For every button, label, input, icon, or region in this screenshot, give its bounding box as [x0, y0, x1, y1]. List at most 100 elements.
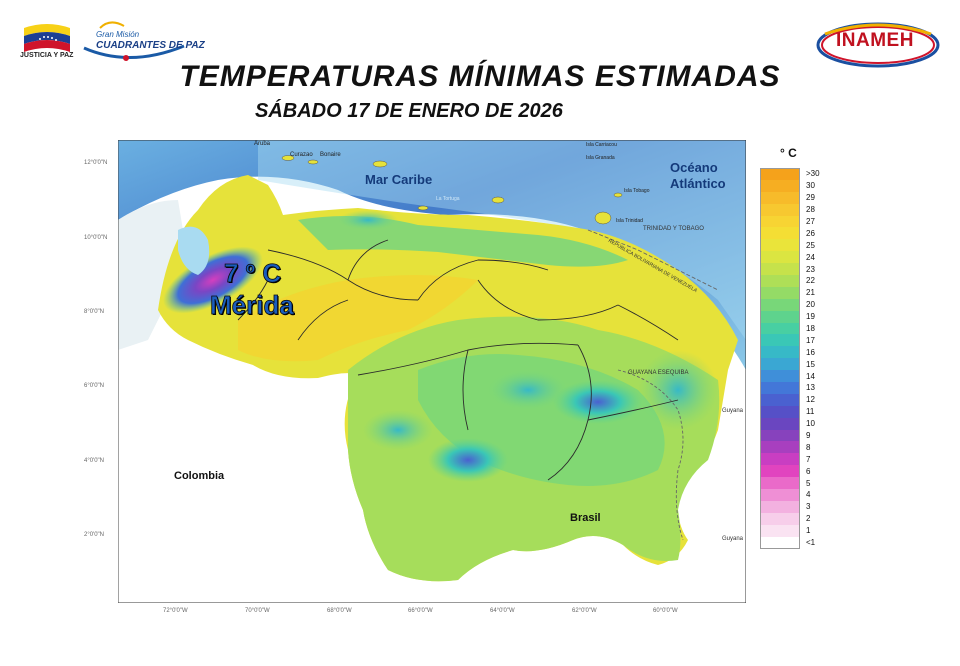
legend-label: 20 — [806, 300, 815, 310]
legend-item: 29 — [760, 191, 815, 204]
guayana-esequiba-boundary — [617, 369, 684, 541]
legend-label: 21 — [806, 288, 815, 298]
map-date: SÁBADO 17 DE ENERO DE 2026 — [255, 100, 563, 122]
legend-item: 23 — [760, 263, 815, 276]
legend-label: 15 — [806, 359, 815, 369]
legend-label: 10 — [806, 419, 815, 429]
legend-swatch — [760, 489, 800, 501]
legend-swatch — [760, 512, 800, 525]
brasil-label: Brasil — [570, 512, 601, 524]
legend-label: 30 — [806, 181, 815, 191]
legend-item: 24 — [760, 251, 815, 264]
legend-label: <1 — [806, 538, 816, 548]
justicia-paz-caption: JUSTICIA Y PAZ — [20, 52, 74, 59]
lat-label: 4°0'0"N — [84, 458, 105, 464]
legend-swatch — [760, 191, 800, 204]
aruba-label: Aruba — [254, 141, 271, 147]
isla-granada-label: Isla Granada — [586, 155, 615, 161]
legend-label: 8 — [806, 442, 811, 452]
legend-swatch — [760, 239, 800, 252]
legend-item: 17 — [760, 334, 815, 347]
legend-swatch — [760, 310, 800, 323]
lago-de-maracaibo — [178, 226, 210, 275]
legend-item: 8 — [760, 441, 810, 454]
legend-item: 12 — [760, 393, 815, 406]
legend-item: 10 — [760, 417, 815, 430]
legend-item: 1 — [760, 524, 810, 537]
guyana-label-south: Guyana — [722, 536, 744, 542]
lon-label: 60°0'0"W — [653, 608, 678, 614]
lon-label: 72°0'0"W — [163, 608, 188, 614]
legend-swatch — [760, 441, 800, 454]
legend-label: 11 — [806, 407, 815, 417]
legend-swatch — [760, 227, 800, 240]
legend-item: 3 — [760, 500, 810, 513]
legend-label: 17 — [806, 335, 815, 345]
legend-swatch — [760, 203, 800, 216]
legend-swatch — [760, 322, 800, 335]
legend-label: 5 — [806, 478, 811, 488]
legend-swatch — [760, 393, 800, 406]
curazao-label: Curazao — [290, 152, 313, 158]
legend-swatch — [760, 298, 800, 311]
legend-item: >30 — [760, 168, 820, 180]
guayana-esequiba-label: GUAYANA ESEQUIBA — [628, 370, 689, 376]
oceano-label: Océano — [670, 160, 718, 175]
legend-unit: ° C — [780, 146, 797, 160]
lat-label: 2°0'0"N — [84, 532, 105, 538]
legend-label: 1 — [806, 526, 811, 536]
lon-label: 64°0'0"W — [490, 608, 515, 614]
legend-item: 6 — [760, 465, 810, 478]
legend-item: 26 — [760, 227, 815, 240]
legend-swatch — [760, 215, 800, 228]
legend-label: 27 — [806, 217, 815, 226]
legend-item: 27 — [760, 215, 815, 228]
state-boundaries — [237, 239, 679, 481]
legend-label: 3 — [806, 502, 811, 512]
legend-item: 9 — [760, 429, 810, 442]
lon-label: 66°0'0"W — [408, 608, 433, 614]
colombia-label: Colombia — [174, 470, 225, 482]
legend-label: 13 — [806, 383, 815, 393]
temperature-map — [118, 140, 746, 603]
guyana-label: Guyana — [722, 408, 744, 414]
trinidad-label: TRINIDAD Y TOBAGO — [643, 226, 704, 232]
legend-label: 6 — [806, 466, 811, 476]
legend-swatch — [760, 405, 800, 418]
mar-caribe-label: Mar Caribe — [365, 172, 433, 187]
legend-label: 23 — [806, 264, 815, 274]
legend-swatch — [760, 500, 800, 513]
legend-item: 5 — [760, 477, 810, 490]
andes-cold-zone — [163, 246, 263, 314]
legend-swatch — [760, 286, 800, 299]
legend-label: 29 — [806, 193, 815, 203]
isla-trinidad-label: Isla Trinidad — [616, 218, 643, 224]
legend-swatch — [760, 251, 800, 264]
legend-swatch — [760, 263, 800, 276]
min-temperature-place: Mérida — [210, 290, 295, 321]
legend-swatch — [760, 465, 800, 478]
justicia-paz-logo — [24, 24, 70, 52]
legend-item: 2 — [760, 512, 810, 525]
legend-item: 15 — [760, 358, 815, 371]
atlantico-label: Atlántico — [670, 176, 726, 191]
caribbean-sea — [118, 140, 746, 370]
legend-swatch — [760, 453, 800, 466]
legend-label: 25 — [806, 240, 815, 250]
legend-item: <1 — [760, 536, 815, 549]
lat-label: 12°0'0"N — [84, 160, 108, 166]
lat-label: 8°0'0"N — [84, 309, 105, 315]
legend-label: 24 — [806, 252, 815, 262]
legend-label: 14 — [806, 371, 815, 381]
gran-mision-text: Gran Misión — [96, 30, 140, 39]
legend-item: 7 — [760, 453, 810, 466]
legend-item: 25 — [760, 239, 815, 252]
bonaire-label: Bonaire — [320, 152, 341, 158]
islands — [281, 155, 623, 225]
legend-swatch — [760, 179, 800, 192]
legend-label: 26 — [806, 228, 815, 238]
colombia-north — [118, 200, 188, 350]
lon-label: 62°0'0"W — [572, 608, 597, 614]
legend-swatch — [760, 358, 800, 371]
legend-label: 16 — [806, 347, 815, 357]
